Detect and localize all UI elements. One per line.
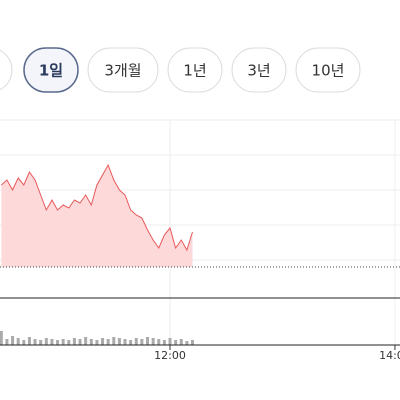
volume-bar [117, 338, 121, 345]
volume-bar [106, 339, 110, 345]
period-label: 3개월 [104, 62, 141, 80]
volume-bar [89, 339, 93, 345]
volume-bar [151, 338, 155, 345]
volume-bar [146, 337, 150, 345]
volume-bar [33, 339, 37, 345]
volume-bar [179, 339, 183, 345]
volume-bar [162, 340, 166, 345]
volume-bar [168, 338, 172, 345]
volume-bar [78, 339, 82, 345]
volume-bar [50, 339, 54, 345]
x-tick-label: 14:00 [379, 349, 400, 362]
period-button[interactable] [0, 48, 13, 92]
volume-bar [72, 338, 76, 345]
volume-bar [174, 340, 178, 345]
x-tick-label: 12:00 [154, 349, 186, 362]
volume-bar [140, 339, 144, 345]
volume-bar [157, 339, 161, 345]
period-label: 1일 [39, 62, 63, 80]
volume-bar [61, 339, 65, 345]
price-line [0, 163, 193, 252]
volume-bar [22, 340, 26, 345]
volume-bar [185, 341, 189, 345]
period-button[interactable] [295, 47, 361, 93]
volume-bar [67, 340, 71, 345]
volume-bar [16, 338, 20, 345]
period-label: 1년 [183, 62, 206, 80]
volume-bar [44, 338, 48, 345]
period-button[interactable] [23, 47, 79, 93]
volume-bar [134, 338, 138, 345]
period-label: 3년 [247, 62, 270, 80]
volume-bar [39, 340, 43, 345]
period-button[interactable] [87, 47, 159, 93]
volume-bar [84, 337, 88, 345]
period-label: 10년 [312, 62, 345, 80]
volume-bar [0, 331, 3, 345]
volume-bar [101, 338, 105, 345]
period-button[interactable] [231, 47, 287, 93]
volume-bar [112, 337, 116, 345]
volume-bar [123, 339, 127, 345]
volume-bar [129, 340, 133, 345]
volume-bar [191, 340, 195, 345]
volume-bar [56, 340, 60, 345]
volume-bar [11, 336, 15, 345]
volume-bar [5, 339, 9, 345]
volume-bar [95, 340, 99, 345]
period-button[interactable] [167, 47, 223, 93]
volume-bar [27, 337, 31, 345]
price-area [1, 165, 193, 267]
